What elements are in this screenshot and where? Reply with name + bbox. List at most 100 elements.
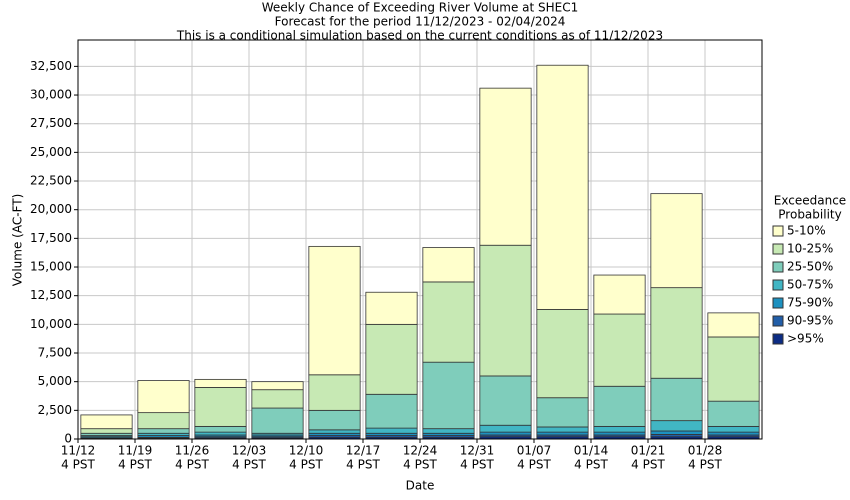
legend-title: Exceedance [774, 194, 846, 208]
bar-segment [479, 431, 532, 436]
y-tick-label: 32,500 [30, 59, 72, 73]
legend-swatch [772, 225, 784, 237]
x-tick-sublabel: 4 PST [688, 458, 722, 472]
bar-segment [251, 389, 304, 409]
bar-segment [308, 429, 361, 434]
bar-segment [365, 323, 418, 395]
y-tick-label: 20,000 [30, 202, 72, 216]
legend-swatch [772, 297, 784, 309]
bar-segment [650, 193, 703, 289]
x-tick-label: 01/07 [517, 444, 552, 458]
bar-segment [650, 430, 703, 435]
bar-segment [593, 385, 646, 427]
bar-segment [308, 245, 361, 376]
x-tick-sublabel: 4 PST [631, 458, 665, 472]
chart-title: Weekly Chance of Exceeding River Volume … [262, 1, 579, 15]
bar-segment [251, 381, 304, 391]
x-tick-label: 12/10 [289, 444, 324, 458]
bar-segment [194, 387, 247, 427]
chart-subtitle: Forecast for the period 11/12/2023 - 02/… [275, 15, 566, 29]
bar-segment [308, 409, 361, 431]
x-tick-sublabel: 4 PST [403, 458, 437, 472]
bar-segment [308, 374, 361, 411]
x-tick-sublabel: 4 PST [517, 458, 551, 472]
bar-segment [707, 400, 760, 427]
x-tick-sublabel: 4 PST [460, 458, 494, 472]
legend-label: 25-50% [787, 260, 833, 274]
legend-label: 75-90% [787, 296, 833, 310]
legend-swatch [772, 279, 784, 291]
bar-segment [80, 414, 133, 430]
bar-segment [536, 64, 589, 310]
bar-segment [593, 274, 646, 315]
bar-segment [194, 425, 247, 433]
bar-segment [251, 407, 304, 434]
y-tick-label: 2,500 [38, 403, 72, 417]
y-tick-label: 27,500 [30, 116, 72, 130]
x-tick-label: 12/31 [460, 444, 495, 458]
bar-segment [80, 428, 133, 434]
x-tick-label: 01/28 [688, 444, 723, 458]
bar-segment [137, 412, 190, 430]
bar-segment [479, 244, 532, 377]
bar-segment [707, 312, 760, 338]
bar-segment [137, 380, 190, 414]
bar-segment [536, 431, 589, 436]
y-tick-label: 15,000 [30, 260, 72, 274]
bar-segment [194, 431, 247, 436]
x-tick-sublabel: 4 PST [346, 458, 380, 472]
bar-segment [137, 428, 190, 434]
bar-segment [650, 287, 703, 379]
bar-segment [365, 427, 418, 434]
y-tick-label: 12,500 [30, 288, 72, 302]
bar-segment [422, 247, 475, 283]
bar-segment [536, 309, 589, 399]
bar-segment [593, 425, 646, 433]
bar-segment [707, 425, 760, 433]
bar-segment [707, 431, 760, 436]
bar-segment [650, 420, 703, 432]
legend-swatch [772, 315, 784, 327]
x-tick-label: 01/21 [631, 444, 666, 458]
y-tick-label: 25,000 [30, 145, 72, 159]
x-tick-sublabel: 4 PST [574, 458, 608, 472]
bar-segment [707, 336, 760, 402]
x-tick-label: 12/24 [403, 444, 438, 458]
x-axis-label: Date [406, 479, 435, 493]
legend-label: 10-25% [787, 242, 833, 256]
x-tick-sublabel: 4 PST [175, 458, 209, 472]
legend-label: 50-75% [787, 278, 833, 292]
x-tick-sublabel: 4 PST [289, 458, 323, 472]
x-tick-label: 12/17 [346, 444, 381, 458]
legend-swatch [772, 243, 784, 255]
legend-label: 5-10% [787, 224, 826, 238]
y-tick-label: 7,500 [38, 346, 72, 360]
legend-label: >95% [787, 332, 824, 346]
y-tick-label: 5,000 [38, 374, 72, 388]
bar-segment [479, 424, 532, 433]
bar-segment [593, 313, 646, 387]
x-tick-label: 01/14 [574, 444, 609, 458]
x-tick-sublabel: 4 PST [118, 458, 152, 472]
legend-swatch [772, 333, 784, 345]
bar-segment [422, 281, 475, 363]
bar-segment [365, 393, 418, 429]
legend-label: 90-95% [787, 314, 833, 328]
x-tick-label: 12/03 [232, 444, 267, 458]
y-tick-label: 30,000 [30, 88, 72, 102]
chart-subtitle: This is a conditional simulation based o… [176, 29, 663, 43]
bar-segment [650, 377, 703, 422]
x-tick-sublabel: 4 PST [232, 458, 266, 472]
bar-segment [536, 397, 589, 428]
x-tick-sublabel: 4 PST [61, 458, 95, 472]
x-tick-label: 11/26 [175, 444, 210, 458]
bar-segment [365, 291, 418, 325]
y-axis-label: Volume (AC-FT) [11, 194, 25, 287]
bar-segment [536, 426, 589, 433]
y-tick-label: 22,500 [30, 174, 72, 188]
y-tick-label: 0 [64, 432, 72, 446]
y-tick-label: 10,000 [30, 317, 72, 331]
bar-segment [422, 361, 475, 430]
y-tick-label: 17,500 [30, 231, 72, 245]
